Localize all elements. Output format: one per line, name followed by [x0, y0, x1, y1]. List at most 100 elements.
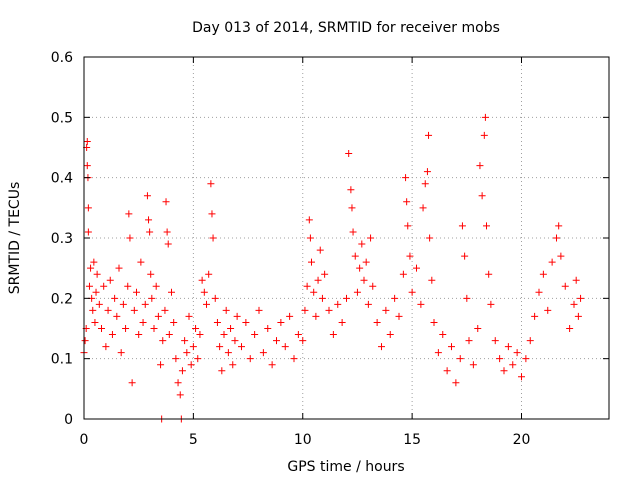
data-point — [150, 325, 158, 332]
data-point — [476, 162, 484, 170]
data-point — [500, 367, 508, 375]
data-point — [95, 300, 103, 308]
data-point — [222, 306, 230, 314]
data-point — [382, 306, 390, 314]
data-point — [406, 252, 414, 260]
data-point — [351, 252, 359, 260]
data-point — [192, 325, 200, 332]
data-point — [115, 264, 123, 272]
data-point — [102, 343, 110, 351]
data-point — [555, 222, 563, 230]
data-point — [281, 343, 289, 351]
data-point — [504, 343, 512, 351]
data-point — [141, 300, 149, 308]
data-point — [174, 379, 182, 387]
data-point — [553, 234, 560, 242]
data-point — [108, 331, 116, 339]
data-point — [487, 300, 495, 308]
data-point — [539, 270, 547, 278]
data-point — [378, 343, 385, 351]
data-point — [417, 300, 425, 308]
data-point — [93, 270, 101, 278]
data-point — [145, 216, 153, 224]
data-point — [126, 234, 134, 242]
data-point — [85, 282, 93, 290]
data-point — [218, 367, 226, 375]
data-point — [164, 240, 172, 248]
data-point — [130, 306, 138, 314]
data-point — [238, 343, 245, 351]
data-point — [386, 331, 394, 339]
data-point — [183, 349, 191, 357]
data-point — [176, 391, 184, 399]
data-point — [162, 198, 170, 206]
data-point — [124, 282, 132, 290]
data-point — [456, 355, 464, 363]
data-point — [369, 282, 377, 290]
data-point — [439, 331, 447, 339]
data-point — [448, 343, 455, 351]
data-point — [143, 192, 151, 200]
data-point — [181, 337, 189, 345]
data-point — [209, 234, 217, 242]
data-point — [404, 222, 412, 230]
data-point — [207, 180, 215, 188]
data-point — [531, 312, 539, 320]
data-point — [345, 150, 353, 158]
data-point — [572, 276, 580, 284]
data-point — [113, 312, 121, 320]
data-point — [178, 367, 186, 375]
data-point — [299, 337, 307, 345]
data-points — [80, 113, 585, 423]
data-point — [469, 361, 477, 369]
y-tick-label: 0.4 — [51, 171, 73, 187]
data-point — [561, 282, 569, 290]
data-point — [306, 234, 314, 242]
data-point — [154, 312, 162, 320]
data-point — [518, 373, 525, 381]
data-point — [159, 337, 167, 345]
data-point — [570, 300, 578, 308]
data-point — [196, 331, 204, 339]
data-point — [203, 300, 210, 308]
y-axis-label: SRMTID / TECUs — [7, 182, 23, 295]
data-point — [187, 361, 195, 369]
data-point — [483, 222, 490, 230]
data-point — [509, 361, 517, 369]
data-point — [128, 379, 136, 387]
data-point — [233, 312, 241, 320]
x-tick-label: 15 — [403, 432, 421, 448]
data-point — [314, 276, 322, 284]
data-point — [200, 288, 208, 296]
data-point — [329, 331, 337, 339]
data-point — [577, 294, 585, 302]
data-point — [308, 258, 315, 266]
data-point — [172, 355, 180, 363]
data-point — [481, 113, 489, 121]
data-point — [251, 331, 259, 339]
data-point — [461, 252, 469, 260]
data-point — [478, 192, 486, 200]
data-point — [353, 288, 361, 296]
data-point — [496, 355, 504, 363]
data-point — [147, 270, 155, 278]
data-point — [268, 361, 276, 369]
data-point — [294, 331, 302, 339]
data-point — [111, 294, 119, 302]
data-point — [246, 355, 254, 363]
grid-layer — [84, 57, 609, 419]
data-point — [125, 210, 133, 218]
data-point — [83, 162, 91, 170]
data-point — [413, 264, 420, 272]
data-point — [227, 325, 235, 332]
data-point — [264, 325, 272, 332]
ticks-layer — [83, 56, 609, 420]
data-point — [358, 240, 366, 248]
data-point — [290, 355, 298, 363]
data-point — [211, 294, 219, 302]
data-point — [458, 222, 466, 230]
y-tick-label: 0.3 — [51, 231, 73, 247]
data-point — [301, 306, 309, 314]
data-point — [423, 168, 431, 176]
